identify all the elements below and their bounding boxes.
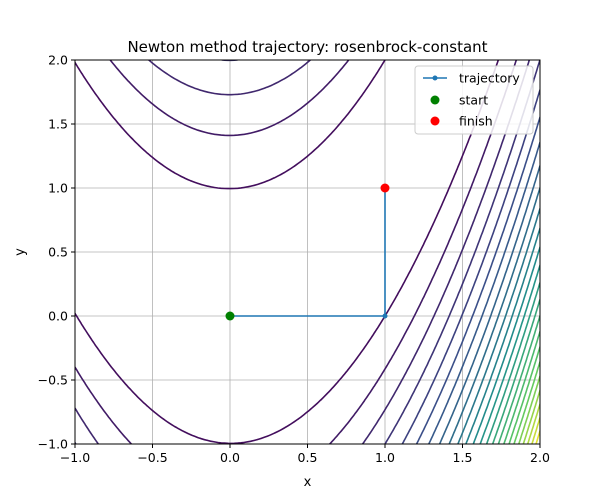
x-tick-label: 1.0 xyxy=(375,450,395,465)
x-tick-label: −1.0 xyxy=(60,450,90,465)
contour-line xyxy=(526,403,540,444)
x-tick-label: −0.5 xyxy=(137,450,167,465)
start-marker xyxy=(225,311,235,321)
y-tick-label: −1.0 xyxy=(38,437,68,452)
contour-line xyxy=(513,361,540,444)
contour-line xyxy=(457,207,540,444)
finish-marker xyxy=(380,183,390,193)
legend-start-label: start xyxy=(459,93,488,108)
y-tick-label: 1.0 xyxy=(48,181,68,196)
legend-trajectory-marker xyxy=(432,75,438,81)
contour-line xyxy=(75,60,500,444)
legend-finish-marker xyxy=(430,116,440,126)
series-layer xyxy=(225,183,390,321)
contour-line xyxy=(508,346,540,444)
y-axis: −1.0 −0.5 0.0 0.5 1.0 1.5 2.0 xyxy=(38,53,75,452)
y-axis-label: y xyxy=(13,248,28,256)
y-tick-label: 1.5 xyxy=(48,117,68,132)
contour-line xyxy=(535,430,540,444)
contour-line xyxy=(75,60,518,444)
y-tick-label: 0.0 xyxy=(48,309,68,324)
contour-line xyxy=(465,227,540,444)
y-tick-label: 0.5 xyxy=(48,245,68,260)
x-tick-label: 1.5 xyxy=(453,450,473,465)
contour-line xyxy=(438,165,540,444)
contour-line xyxy=(491,298,540,444)
x-axis-label: x xyxy=(304,475,312,490)
x-tick-label: 0.5 xyxy=(298,450,318,465)
legend-finish-label: finish xyxy=(459,114,493,129)
x-tick-label: 2.0 xyxy=(530,450,550,465)
legend-box xyxy=(414,65,534,135)
contour-line xyxy=(531,416,540,444)
trajectory-point xyxy=(382,313,388,319)
legend-start-marker xyxy=(430,95,440,105)
chart-title: Newton method trajectory: rosenbrock-con… xyxy=(127,38,487,56)
contour-line xyxy=(497,315,540,444)
x-tick-label: 0.0 xyxy=(220,450,240,465)
contour-line xyxy=(503,330,540,444)
x-axis: −1.0 −0.5 0.0 0.5 1.0 1.5 2.0 xyxy=(60,444,550,465)
contour-line xyxy=(448,187,540,444)
legend-trajectory-label: trajectory xyxy=(459,71,520,86)
legend: trajectory start finish xyxy=(414,65,534,135)
y-tick-label: −0.5 xyxy=(38,373,68,388)
contour-line xyxy=(518,375,540,444)
y-tick-label: 2.0 xyxy=(48,53,68,68)
contour-line xyxy=(428,141,540,444)
